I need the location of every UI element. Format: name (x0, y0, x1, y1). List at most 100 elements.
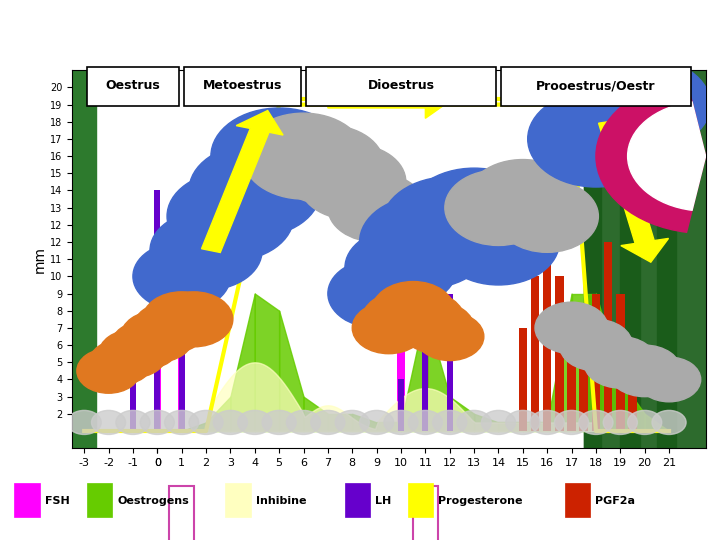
Circle shape (603, 410, 637, 435)
Bar (604, 242, 613, 431)
Text: Metoestrus: Metoestrus (203, 79, 282, 92)
Circle shape (467, 159, 579, 239)
Circle shape (140, 410, 174, 435)
Circle shape (384, 410, 418, 435)
Circle shape (549, 63, 691, 163)
Bar (621, 70, 640, 448)
Circle shape (496, 180, 598, 252)
Text: Dioestrus: Dioestrus (367, 79, 434, 92)
Circle shape (91, 410, 125, 435)
Circle shape (372, 281, 454, 340)
Bar (565, 483, 590, 517)
Circle shape (150, 211, 262, 290)
Bar (397, 310, 405, 431)
Circle shape (133, 302, 206, 354)
Circle shape (243, 113, 364, 199)
Circle shape (382, 177, 518, 273)
Circle shape (165, 410, 199, 435)
Circle shape (584, 336, 657, 388)
Circle shape (77, 348, 140, 393)
Circle shape (328, 259, 426, 328)
Circle shape (457, 410, 491, 435)
Circle shape (406, 168, 542, 265)
FancyArrow shape (202, 111, 283, 253)
Circle shape (637, 357, 701, 402)
FancyArrow shape (598, 120, 668, 262)
Circle shape (608, 345, 681, 397)
Text: Hormonal regulation during the estrous cycle in the cow: Hormonal regulation during the estrous c… (7, 25, 717, 46)
Wedge shape (596, 80, 706, 232)
Circle shape (433, 410, 467, 435)
Circle shape (445, 170, 552, 246)
Circle shape (111, 321, 179, 369)
Bar (14, 483, 40, 517)
Circle shape (530, 410, 564, 435)
FancyBboxPatch shape (306, 67, 496, 106)
Bar (531, 276, 539, 431)
Circle shape (189, 410, 223, 435)
Text: PGF2a: PGF2a (595, 496, 636, 505)
Bar (555, 276, 564, 431)
Circle shape (155, 292, 233, 347)
Circle shape (262, 410, 296, 435)
Bar (72, 70, 96, 448)
Circle shape (401, 302, 474, 354)
Circle shape (287, 410, 320, 435)
Text: Oestrogens: Oestrogens (117, 496, 189, 505)
Bar (446, 294, 453, 431)
Circle shape (213, 410, 248, 435)
FancyArrow shape (328, 84, 450, 118)
Bar (629, 345, 636, 431)
Bar (179, 294, 185, 431)
Text: Progesterone: Progesterone (438, 496, 523, 505)
Circle shape (328, 173, 426, 242)
Circle shape (121, 310, 194, 362)
Text: Prooestrus/Oestr: Prooestrus/Oestr (536, 79, 656, 92)
FancyBboxPatch shape (501, 67, 691, 106)
Bar (543, 225, 552, 431)
Circle shape (238, 410, 272, 435)
Circle shape (415, 313, 484, 361)
Text: LH: LH (375, 496, 392, 505)
Bar (423, 191, 428, 431)
Circle shape (143, 292, 220, 347)
Circle shape (554, 410, 589, 435)
Text: Oestrus: Oestrus (106, 79, 161, 92)
Circle shape (167, 172, 294, 261)
Y-axis label: mm: mm (33, 246, 47, 273)
Circle shape (628, 410, 662, 435)
Circle shape (528, 91, 664, 187)
Bar (616, 294, 624, 431)
Wedge shape (628, 102, 706, 210)
Bar (422, 345, 429, 431)
Circle shape (579, 410, 613, 435)
Bar (592, 294, 600, 431)
Circle shape (352, 302, 426, 354)
Circle shape (579, 58, 711, 151)
Circle shape (299, 144, 406, 220)
Circle shape (482, 410, 516, 435)
Bar (657, 70, 676, 448)
Bar (398, 380, 404, 431)
Circle shape (438, 199, 559, 285)
Bar (178, 345, 185, 431)
Bar (345, 483, 370, 517)
Text: FSH: FSH (45, 496, 69, 505)
Circle shape (559, 319, 632, 371)
Circle shape (408, 410, 442, 435)
Bar (584, 70, 706, 448)
Circle shape (67, 410, 102, 435)
Circle shape (652, 410, 686, 435)
Circle shape (359, 410, 394, 435)
Bar (225, 483, 251, 517)
Circle shape (189, 144, 320, 237)
Bar (580, 362, 588, 431)
Circle shape (272, 125, 384, 204)
Circle shape (311, 410, 345, 435)
Circle shape (336, 410, 369, 435)
Bar (584, 70, 600, 448)
Bar (518, 328, 527, 431)
Circle shape (362, 292, 440, 347)
Bar (153, 294, 161, 431)
FancyBboxPatch shape (184, 67, 301, 106)
